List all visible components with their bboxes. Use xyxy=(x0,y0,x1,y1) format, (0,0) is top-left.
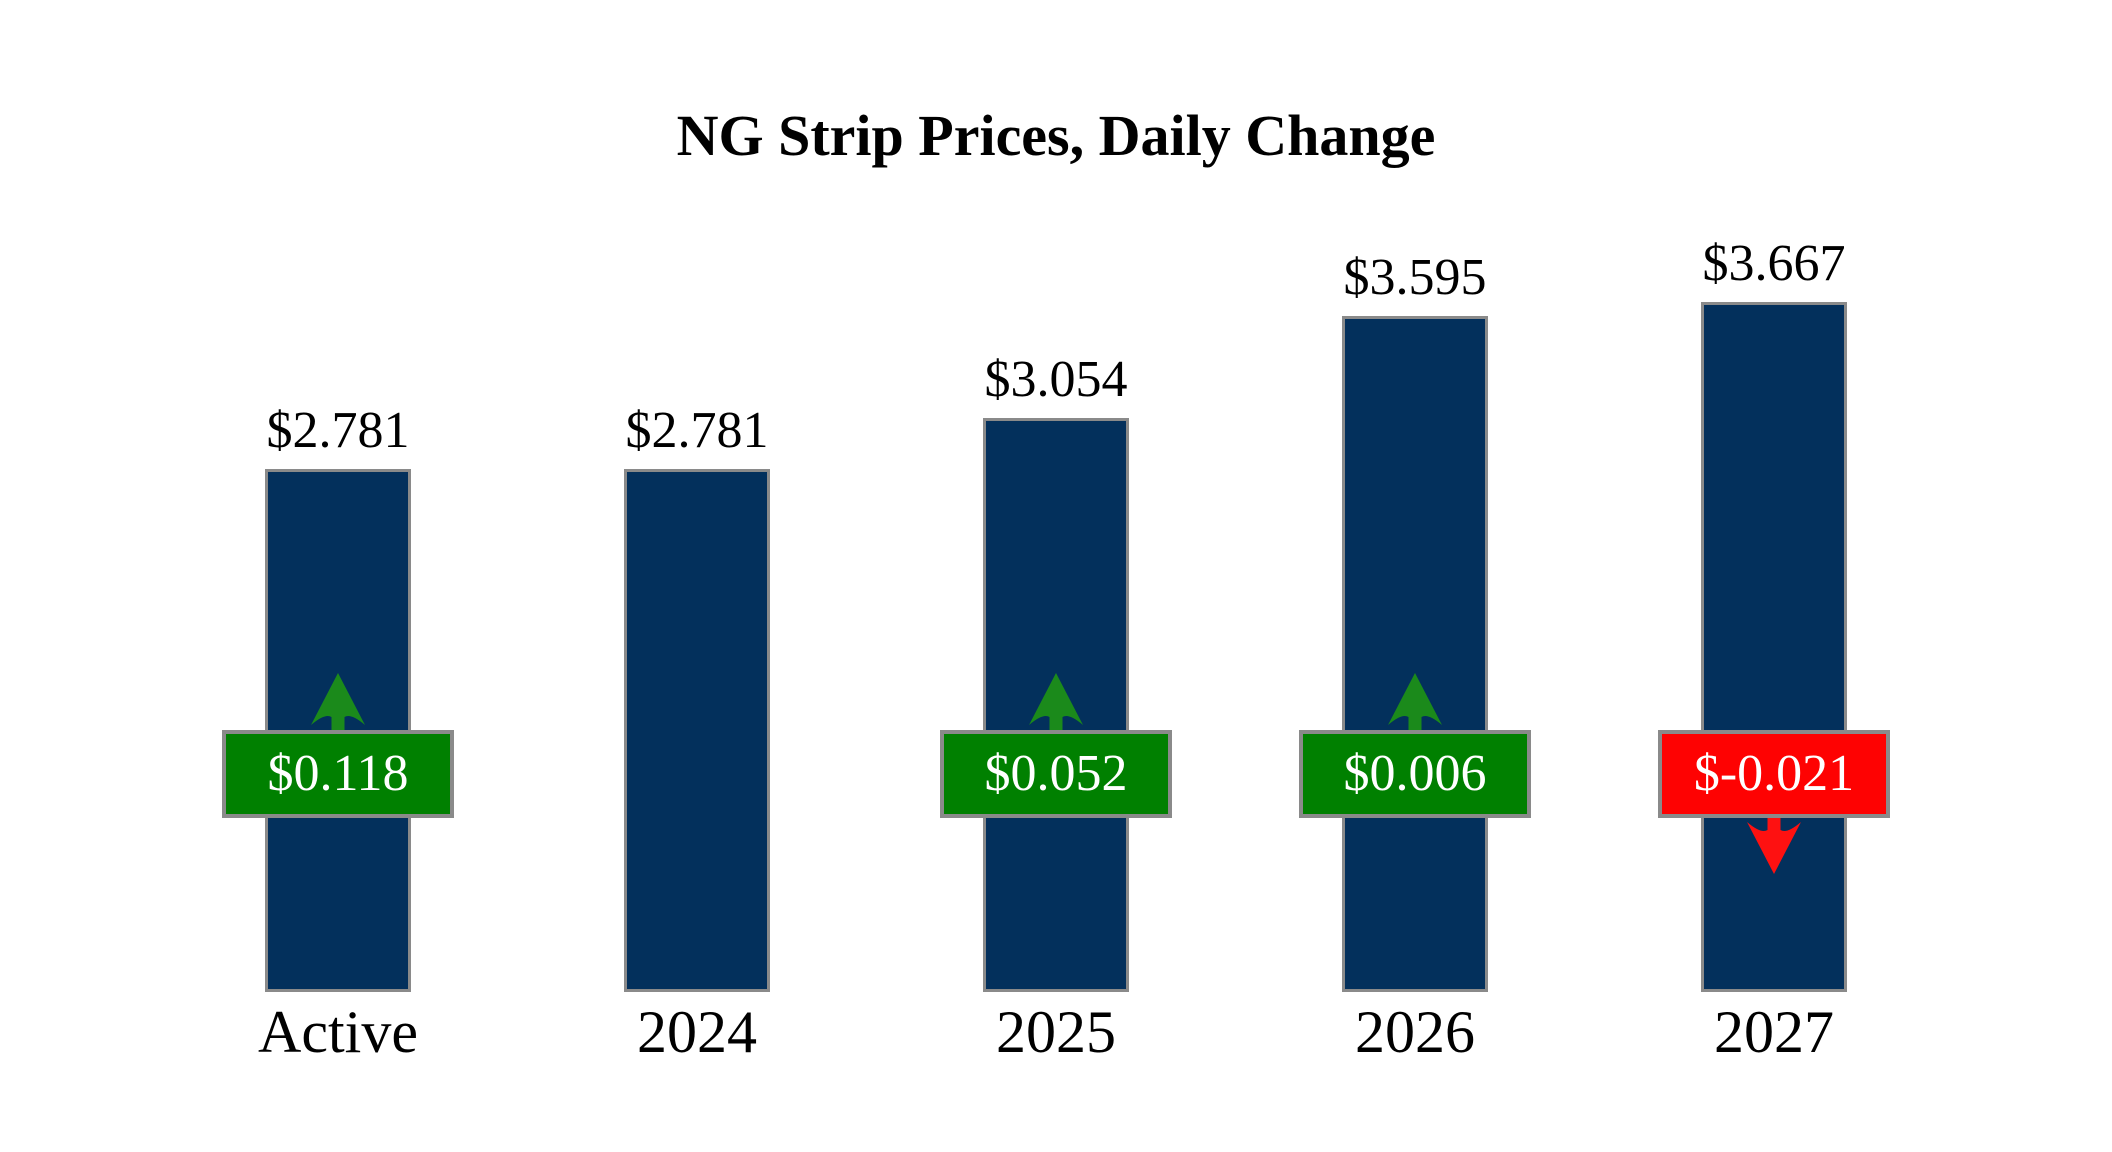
bar-value-label: $3.054 xyxy=(984,351,1128,408)
category-label: Active xyxy=(258,999,418,1065)
chart-title: NG Strip Prices, Daily Change xyxy=(676,103,1436,168)
daily-change-badge: $0.006 xyxy=(1299,730,1531,818)
bar-value-label: $3.595 xyxy=(1343,249,1487,306)
price-bar xyxy=(624,469,770,992)
daily-change-badge: $-0.021 xyxy=(1658,730,1890,818)
bar-value-label: $3.667 xyxy=(1702,235,1846,292)
category-label: 2027 xyxy=(1714,999,1834,1065)
arrow-down-icon xyxy=(1747,817,1801,874)
arrow-up-icon xyxy=(311,673,365,730)
daily-change-badge: $0.052 xyxy=(940,730,1172,818)
category-label: 2025 xyxy=(996,999,1116,1065)
arrow-up-icon xyxy=(1029,673,1083,730)
daily-change-badge: $0.118 xyxy=(222,730,454,818)
price-bar xyxy=(1342,316,1488,992)
price-bar xyxy=(1701,302,1847,992)
bar-value-label: $2.781 xyxy=(266,402,410,459)
category-label: 2026 xyxy=(1355,999,1475,1065)
arrow-up-icon xyxy=(1388,673,1442,730)
bar-value-label: $2.781 xyxy=(625,402,769,459)
category-label: 2024 xyxy=(637,999,757,1065)
